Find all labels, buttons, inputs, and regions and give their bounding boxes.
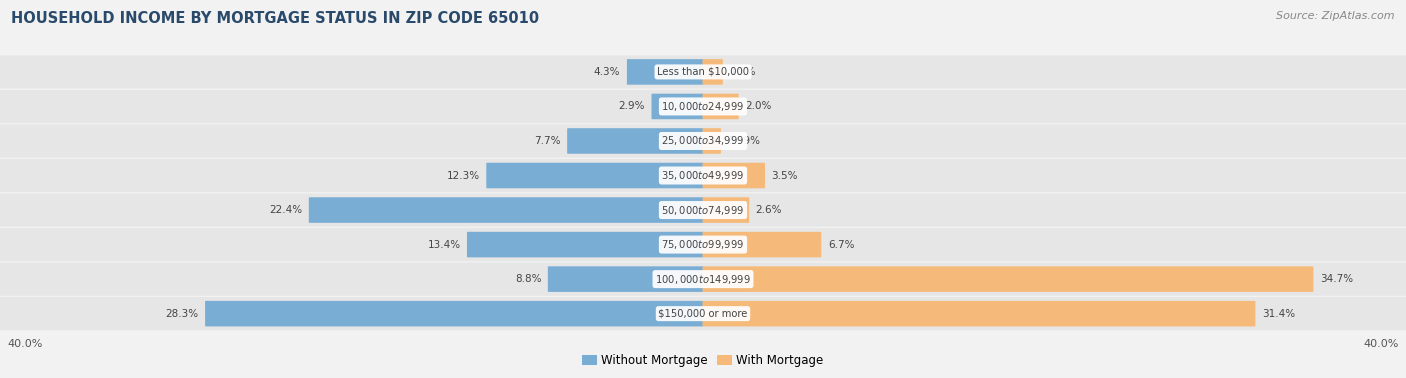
Text: 8.8%: 8.8% bbox=[515, 274, 541, 284]
FancyBboxPatch shape bbox=[703, 128, 721, 154]
Text: HOUSEHOLD INCOME BY MORTGAGE STATUS IN ZIP CODE 65010: HOUSEHOLD INCOME BY MORTGAGE STATUS IN Z… bbox=[11, 11, 540, 26]
Text: $50,000 to $74,999: $50,000 to $74,999 bbox=[661, 203, 745, 217]
FancyBboxPatch shape bbox=[703, 59, 723, 85]
Text: 40.0%: 40.0% bbox=[1364, 339, 1399, 349]
Legend: Without Mortgage, With Mortgage: Without Mortgage, With Mortgage bbox=[578, 350, 828, 372]
Text: 7.7%: 7.7% bbox=[534, 136, 561, 146]
FancyBboxPatch shape bbox=[567, 128, 703, 154]
FancyBboxPatch shape bbox=[0, 55, 1406, 88]
FancyBboxPatch shape bbox=[703, 197, 749, 223]
FancyBboxPatch shape bbox=[627, 59, 703, 85]
Text: Source: ZipAtlas.com: Source: ZipAtlas.com bbox=[1277, 11, 1395, 21]
Text: Less than $10,000: Less than $10,000 bbox=[657, 67, 749, 77]
Text: 34.7%: 34.7% bbox=[1320, 274, 1353, 284]
Text: $25,000 to $34,999: $25,000 to $34,999 bbox=[661, 135, 745, 147]
FancyBboxPatch shape bbox=[486, 163, 703, 188]
Text: 1.1%: 1.1% bbox=[730, 67, 756, 77]
FancyBboxPatch shape bbox=[703, 266, 1313, 292]
Text: 2.0%: 2.0% bbox=[745, 101, 772, 112]
Text: $150,000 or more: $150,000 or more bbox=[658, 309, 748, 319]
Text: 13.4%: 13.4% bbox=[427, 240, 461, 249]
Text: 22.4%: 22.4% bbox=[269, 205, 302, 215]
Text: $10,000 to $24,999: $10,000 to $24,999 bbox=[661, 100, 745, 113]
Text: 40.0%: 40.0% bbox=[7, 339, 42, 349]
Text: $35,000 to $49,999: $35,000 to $49,999 bbox=[661, 169, 745, 182]
Text: $75,000 to $99,999: $75,000 to $99,999 bbox=[661, 238, 745, 251]
FancyBboxPatch shape bbox=[205, 301, 703, 327]
Text: 4.3%: 4.3% bbox=[593, 67, 620, 77]
FancyBboxPatch shape bbox=[0, 297, 1406, 330]
Text: 12.3%: 12.3% bbox=[447, 170, 479, 181]
FancyBboxPatch shape bbox=[309, 197, 703, 223]
Text: 28.3%: 28.3% bbox=[166, 309, 198, 319]
FancyBboxPatch shape bbox=[703, 301, 1256, 327]
Text: $100,000 to $149,999: $100,000 to $149,999 bbox=[655, 273, 751, 286]
Text: 2.9%: 2.9% bbox=[619, 101, 645, 112]
FancyBboxPatch shape bbox=[703, 232, 821, 257]
FancyBboxPatch shape bbox=[0, 228, 1406, 261]
Text: 31.4%: 31.4% bbox=[1261, 309, 1295, 319]
Text: 6.7%: 6.7% bbox=[828, 240, 855, 249]
FancyBboxPatch shape bbox=[467, 232, 703, 257]
Text: 3.5%: 3.5% bbox=[772, 170, 799, 181]
FancyBboxPatch shape bbox=[0, 194, 1406, 227]
FancyBboxPatch shape bbox=[651, 94, 703, 119]
Text: 2.6%: 2.6% bbox=[756, 205, 782, 215]
FancyBboxPatch shape bbox=[0, 263, 1406, 296]
FancyBboxPatch shape bbox=[703, 163, 765, 188]
FancyBboxPatch shape bbox=[548, 266, 703, 292]
FancyBboxPatch shape bbox=[703, 94, 738, 119]
FancyBboxPatch shape bbox=[0, 90, 1406, 123]
FancyBboxPatch shape bbox=[0, 124, 1406, 158]
Text: 0.99%: 0.99% bbox=[727, 136, 761, 146]
FancyBboxPatch shape bbox=[0, 159, 1406, 192]
